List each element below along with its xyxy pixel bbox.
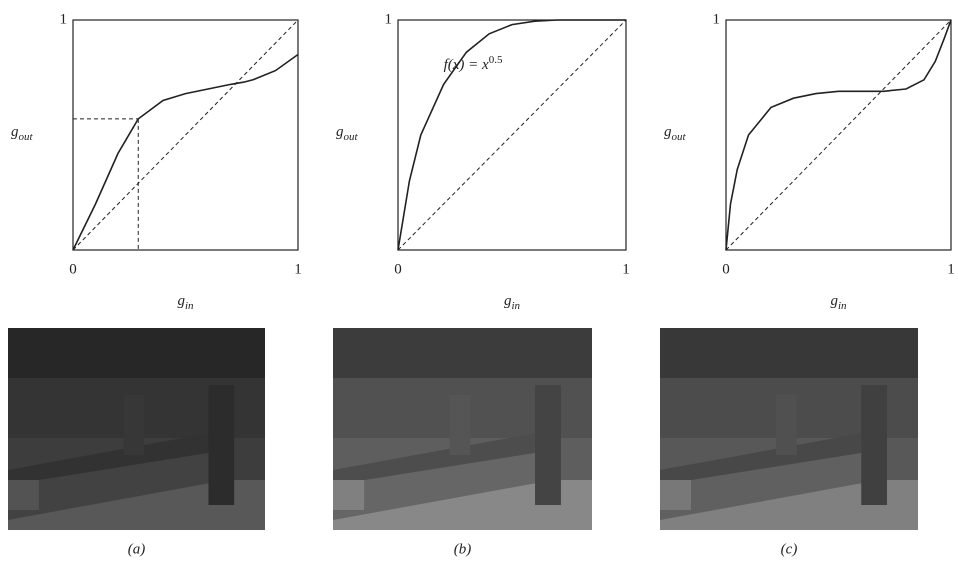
plot-frame [725, 19, 952, 251]
photo-post [861, 385, 888, 505]
y-axis-label-base: g [11, 124, 19, 140]
y-axis-label: gout [664, 124, 687, 142]
curve [725, 19, 952, 251]
y-axis-label: gout [11, 124, 34, 142]
x-tick-label: 0 [394, 261, 402, 277]
x-axis-label-base: g [504, 293, 512, 309]
x-axis-label: gin [504, 293, 521, 311]
photo-beam-top [660, 430, 880, 485]
photo-block [660, 480, 691, 510]
y-axis-label-sub: out [672, 131, 687, 143]
plot-frame [397, 19, 627, 251]
photo-block [333, 480, 365, 510]
x-axis-label-base: g [830, 293, 838, 309]
plot-frame [72, 19, 299, 251]
photo-post [208, 385, 235, 505]
caption: (c) [781, 541, 798, 557]
x-tick-label: 1 [294, 261, 302, 277]
photo-post [449, 395, 471, 455]
photo-sky [333, 328, 592, 378]
annotation-sup: 0.5 [489, 54, 503, 66]
photo [333, 328, 592, 530]
annotation-text: f(x) = x [444, 57, 489, 73]
x-tick-label: 1 [622, 261, 630, 277]
photo-beam [660, 450, 880, 520]
x-tick-label: 0 [69, 261, 77, 277]
identity-line [72, 19, 299, 251]
photo-post [123, 395, 145, 455]
photo-beam-top [8, 430, 227, 485]
y-tick-label: 1 [713, 11, 721, 27]
photo-sky [660, 328, 918, 378]
y-axis-label-base: g [336, 124, 344, 140]
photo-sky [8, 328, 265, 378]
y-axis-label-base: g [664, 124, 672, 140]
photo [8, 328, 265, 530]
photo-beam [333, 450, 554, 520]
photo-post [776, 395, 797, 455]
identity-line [397, 19, 627, 251]
x-axis-label-sub: in [511, 300, 520, 312]
curve [72, 53, 299, 251]
y-axis-label-sub: out [19, 131, 34, 143]
photo-post [535, 385, 561, 505]
x-tick-label: 1 [947, 261, 955, 277]
identity-line [725, 19, 952, 251]
x-axis-label-base: g [177, 293, 185, 309]
caption: (a) [128, 541, 146, 557]
x-axis-label-sub: in [185, 300, 194, 312]
x-axis-label: gin [177, 293, 194, 311]
curve [397, 19, 626, 251]
photo-beam-top [333, 430, 554, 485]
y-axis-label-sub: out [344, 131, 359, 143]
y-tick-label: 1 [385, 11, 393, 27]
x-axis-label-sub: in [838, 300, 847, 312]
x-tick-label: 0 [722, 261, 730, 277]
photo-block [8, 480, 39, 510]
x-axis-label: gin [830, 293, 847, 311]
photo-beam [8, 450, 227, 520]
photo [660, 328, 918, 530]
caption: (b) [454, 541, 472, 557]
y-tick-label: 1 [60, 11, 68, 27]
y-axis-label: gout [336, 124, 359, 142]
